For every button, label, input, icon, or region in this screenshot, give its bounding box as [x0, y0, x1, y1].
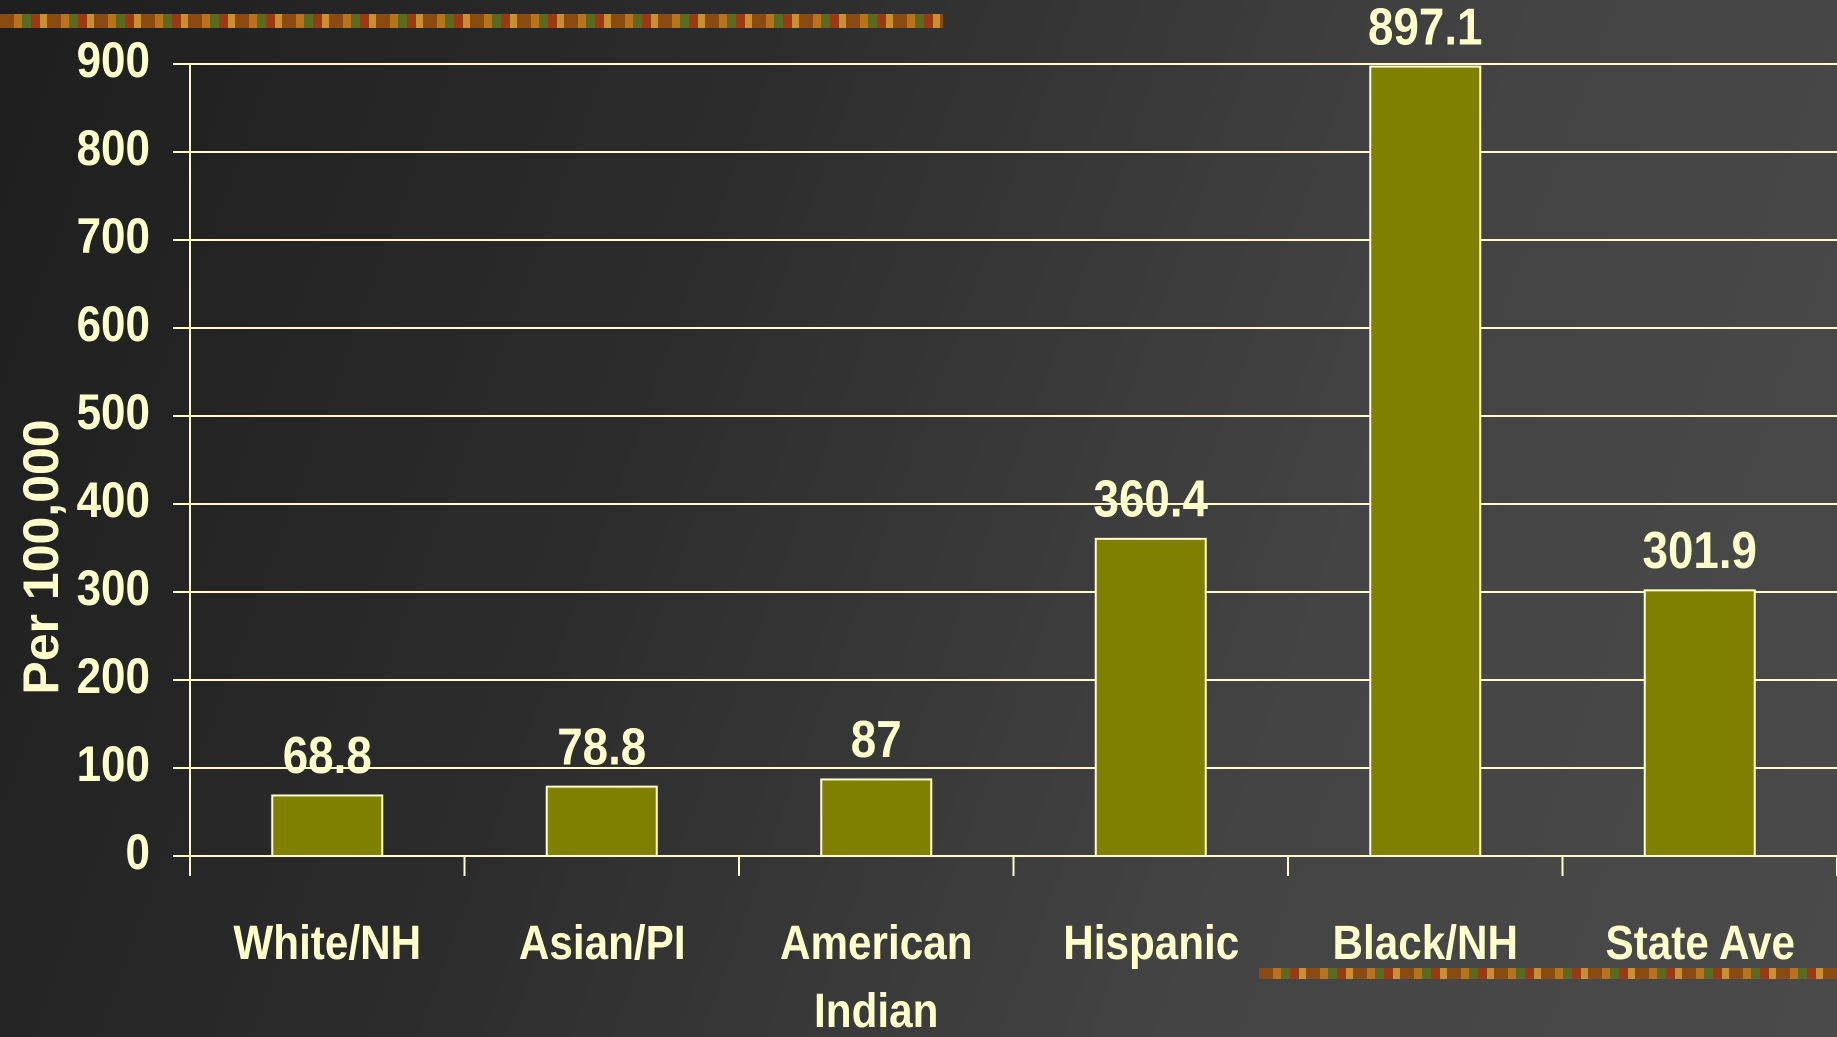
y-tick-label: 400 — [77, 472, 150, 528]
y-tick-label: 600 — [77, 296, 150, 352]
y-tick-label: 700 — [77, 208, 150, 264]
data-label: 301.9 — [1643, 522, 1757, 579]
bar — [1369, 65, 1482, 857]
data-label: 360.4 — [1094, 471, 1208, 528]
x-tick-label: White/NH — [233, 917, 422, 970]
y-tick-label: 800 — [77, 120, 150, 176]
data-label: 897.1 — [1368, 0, 1482, 56]
decor-strip — [1259, 968, 1837, 979]
y-tick-label: 300 — [77, 560, 150, 616]
y-tick-label: 900 — [77, 32, 150, 88]
y-tick-label: 500 — [77, 384, 150, 440]
bar — [820, 778, 933, 857]
x-tick-label: American Indian — [779, 917, 973, 1037]
x-tick-label: State Ave — [1605, 917, 1795, 970]
bar — [1643, 589, 1756, 857]
y-tick-label: 0 — [126, 824, 150, 880]
bar — [271, 794, 384, 857]
data-label: 78.8 — [557, 719, 646, 776]
x-tick-label: Hispanic — [1062, 917, 1239, 970]
bar — [545, 785, 658, 858]
x-tick-label: Asian/PI — [518, 917, 686, 970]
y-tick-label: 100 — [77, 736, 150, 792]
data-label: 68.8 — [283, 728, 372, 785]
y-tick-label: 200 — [77, 648, 150, 704]
y-axis-label: Per 100,000 — [13, 419, 69, 694]
bar — [1094, 537, 1207, 858]
decor-strip — [0, 14, 943, 28]
data-label: 87 — [851, 712, 902, 769]
x-tick-label: Black/NH — [1332, 917, 1518, 970]
